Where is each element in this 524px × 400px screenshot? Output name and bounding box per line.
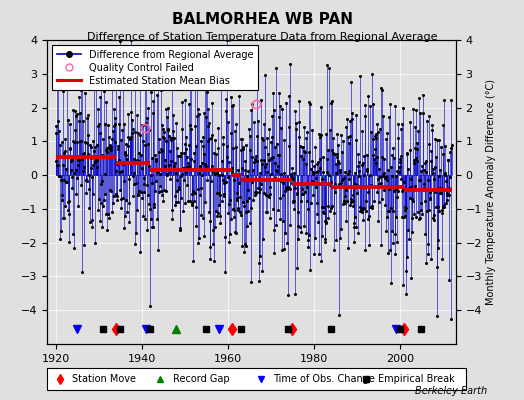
Text: Record Gap: Record Gap <box>173 374 230 384</box>
Text: Station Move: Station Move <box>72 374 136 384</box>
Y-axis label: Monthly Temperature Anomaly Difference (°C): Monthly Temperature Anomaly Difference (… <box>486 79 496 305</box>
Text: Berkeley Earth: Berkeley Earth <box>415 386 487 396</box>
Text: Difference of Station Temperature Data from Regional Average: Difference of Station Temperature Data f… <box>87 32 437 42</box>
Legend: Difference from Regional Average, Quality Control Failed, Estimated Station Mean: Difference from Regional Average, Qualit… <box>52 45 258 90</box>
FancyBboxPatch shape <box>47 368 466 390</box>
Text: Time of Obs. Change: Time of Obs. Change <box>274 374 375 384</box>
Text: Empirical Break: Empirical Break <box>378 374 455 384</box>
Text: BALMORHEA WB PAN: BALMORHEA WB PAN <box>171 12 353 27</box>
